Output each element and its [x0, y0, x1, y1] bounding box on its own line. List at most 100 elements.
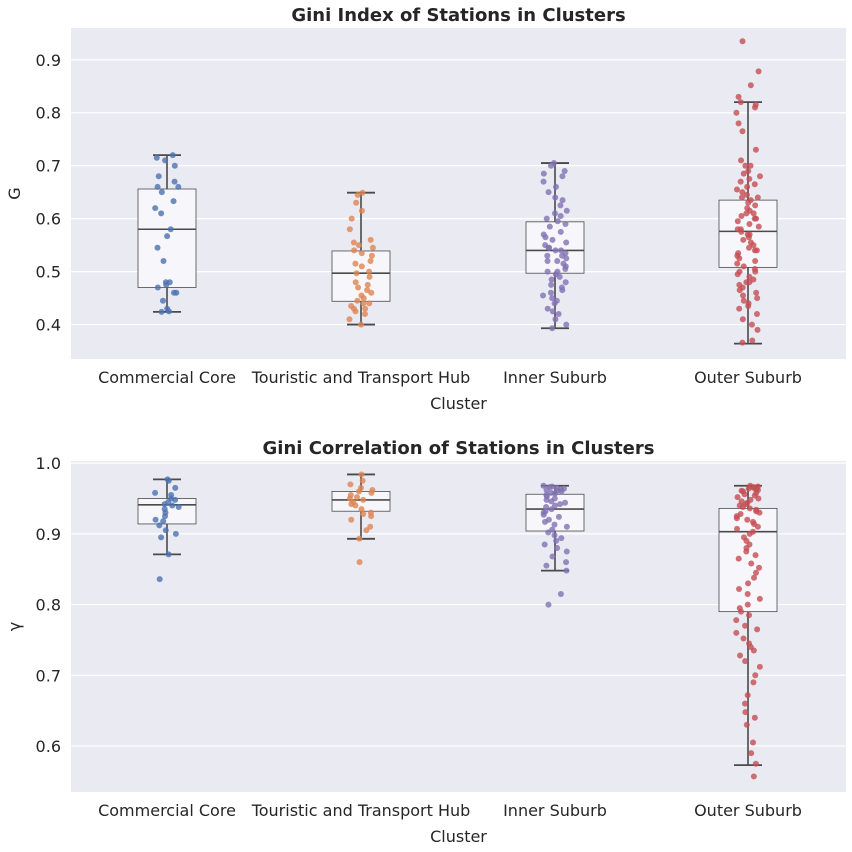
data-point	[152, 489, 159, 496]
data-point	[737, 99, 744, 106]
data-point	[752, 552, 759, 559]
data-point	[165, 477, 172, 484]
data-point	[368, 513, 375, 520]
data-point	[752, 146, 759, 153]
data-point	[361, 310, 368, 317]
x-tick-label: Touristic and Transport Hub	[251, 801, 471, 820]
y-tick-label: 0.7	[36, 157, 61, 176]
data-point	[562, 279, 569, 286]
data-point	[559, 173, 566, 180]
data-point	[346, 316, 353, 323]
data-point	[172, 496, 179, 503]
data-point	[735, 555, 742, 562]
data-point	[548, 498, 555, 505]
data-point	[171, 178, 178, 185]
data-point	[733, 109, 740, 116]
y-tick-label: 0.5	[36, 263, 61, 282]
data-point	[753, 247, 760, 254]
data-point	[162, 513, 169, 520]
data-point	[751, 215, 758, 222]
data-point	[152, 205, 159, 212]
data-point	[549, 236, 556, 243]
data-point	[750, 242, 757, 249]
data-point	[555, 310, 562, 317]
data-point	[154, 183, 161, 190]
data-point	[736, 586, 743, 593]
data-point	[154, 284, 161, 291]
strip-points	[152, 471, 763, 780]
data-point	[165, 551, 172, 558]
gini-index-chart: 0.4 0.5 0.6 0.7 0.8 0.9 Commercial Core Touris…	[5, 5, 846, 413]
data-point	[733, 525, 740, 532]
data-point	[160, 518, 167, 525]
box-plots	[137, 101, 778, 345]
x-tick-label: Commercial Core	[98, 801, 236, 820]
data-point	[169, 502, 176, 509]
data-point	[754, 523, 761, 530]
data-point	[353, 199, 360, 206]
data-point	[745, 303, 752, 310]
data-point	[556, 501, 563, 508]
data-point	[356, 559, 363, 566]
data-point	[743, 191, 750, 198]
data-point	[745, 167, 752, 174]
box-plot	[137, 154, 197, 313]
x-tick-label: Inner Suburb	[503, 801, 607, 820]
data-point	[754, 326, 761, 333]
y-tick-labels: 0.6 0.7 0.8 0.9 1.0	[36, 454, 61, 756]
data-point	[156, 522, 163, 529]
x-tick-label: Outer Suburb	[694, 368, 802, 387]
x-tick-labels: Commercial Core Touristic and Transport H…	[98, 368, 802, 387]
x-axis-label: Cluster	[430, 394, 487, 413]
data-point	[548, 506, 555, 513]
data-point	[747, 82, 754, 89]
data-point	[154, 244, 161, 251]
data-point	[360, 511, 367, 518]
data-point	[740, 635, 747, 642]
data-point	[747, 162, 754, 169]
data-point	[358, 506, 365, 513]
data-point	[557, 202, 564, 209]
data-point	[347, 481, 354, 488]
data-point	[352, 279, 359, 286]
data-point	[358, 263, 365, 270]
y-tick-label: 0.8	[36, 104, 61, 123]
data-point	[545, 244, 552, 251]
data-point	[748, 750, 755, 757]
data-point	[548, 162, 555, 169]
data-point	[744, 516, 751, 523]
data-point	[751, 104, 758, 111]
data-point	[358, 471, 365, 478]
data-point	[739, 339, 746, 346]
data-point	[756, 564, 763, 571]
data-point	[366, 273, 373, 280]
data-point	[554, 258, 561, 265]
data-point	[742, 622, 749, 629]
data-point	[739, 292, 746, 299]
data-point	[563, 239, 570, 246]
data-point	[159, 297, 166, 304]
data-point	[743, 210, 750, 217]
data-point	[756, 509, 763, 516]
data-point	[540, 482, 547, 489]
data-point	[173, 289, 180, 296]
data-point	[544, 268, 551, 275]
data-point	[541, 518, 548, 525]
data-point	[545, 189, 552, 196]
data-point	[563, 559, 570, 566]
data-point	[557, 228, 564, 235]
data-point	[558, 535, 565, 542]
data-point	[551, 300, 558, 307]
data-point	[750, 647, 757, 654]
data-point	[750, 739, 757, 746]
data-point	[354, 297, 361, 304]
data-point	[561, 167, 568, 174]
data-point	[735, 120, 742, 127]
data-point	[554, 544, 561, 551]
data-point	[746, 612, 753, 619]
data-point	[367, 523, 374, 530]
data-point	[366, 268, 373, 275]
data-point	[552, 247, 559, 254]
data-point	[748, 321, 755, 328]
data-point	[158, 189, 165, 196]
